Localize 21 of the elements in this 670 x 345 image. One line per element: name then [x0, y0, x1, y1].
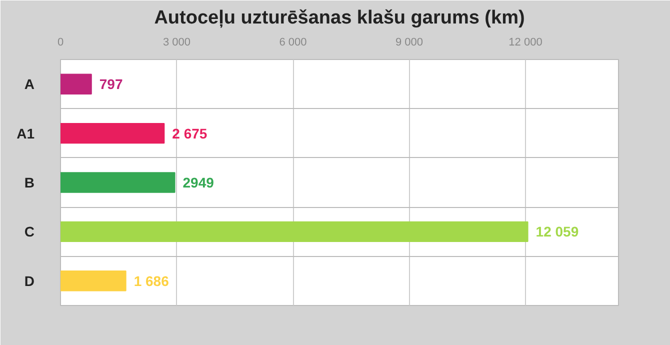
data-label: 12 059	[536, 224, 579, 240]
y-tick-label: C	[24, 224, 35, 240]
chart-title: Autoceļu uzturēšanas klašu garums (km)	[154, 8, 525, 28]
y-tick-label: D	[24, 272, 35, 289]
bar	[60, 221, 528, 242]
x-tick-label: 12 000	[508, 36, 542, 48]
y-tick-label: A	[24, 76, 35, 92]
data-label: 2949	[182, 174, 214, 190]
y-tick-label: A1	[16, 125, 35, 142]
x-tick-label: 3 000	[162, 36, 191, 48]
bar	[60, 74, 92, 94]
data-label: 1 686	[134, 272, 170, 289]
x-tick-label: 9 000	[395, 36, 424, 48]
x-tick-label: 0	[57, 36, 64, 48]
y-tick-label: B	[24, 174, 35, 190]
bar	[60, 122, 165, 144]
x-tick-label: 6 000	[279, 36, 307, 48]
data-label: 797	[99, 76, 123, 92]
data-label: 2 675	[172, 125, 208, 142]
bar	[60, 270, 126, 292]
bar	[60, 172, 176, 193]
